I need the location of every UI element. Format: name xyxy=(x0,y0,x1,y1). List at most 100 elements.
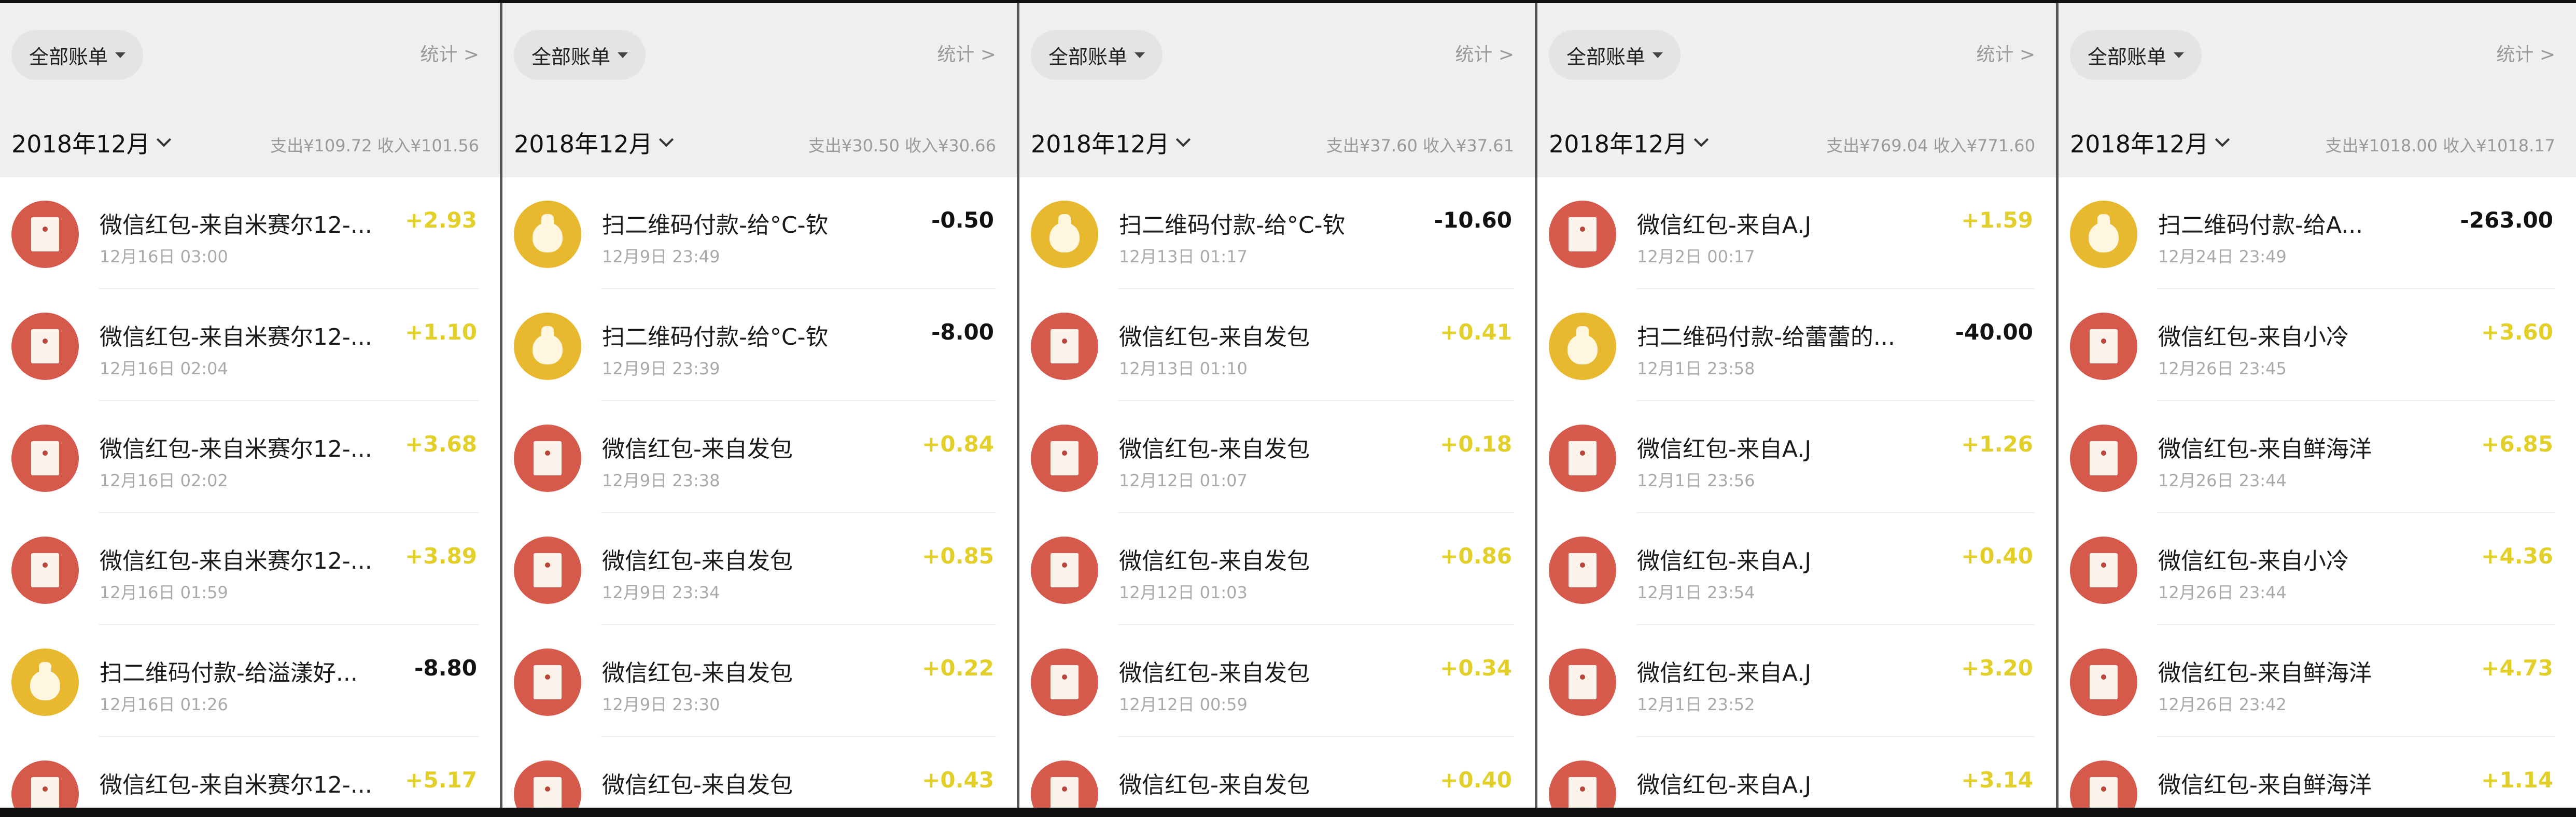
transaction-row[interactable]: 微信红包-来自发包 12月9日 23:30 +0.22 xyxy=(502,625,1017,737)
red-envelope-icon xyxy=(514,760,581,808)
transaction-list: 扫二维码付款-给°C-钦 12月13日 01:17 -10.60 微信红包-来自发包 1… xyxy=(1019,177,1535,808)
transaction-row[interactable]: 扫二维码付款-给蕾蕾的... 12月1日 23:58 -40.00 xyxy=(1537,289,2056,401)
transaction-amount: +3.20 xyxy=(1961,655,2033,681)
month-picker[interactable]: 2018年12月 xyxy=(11,125,171,160)
transaction-amount: -40.00 xyxy=(1955,319,2033,345)
month-summary: 支出¥109.72 收入¥101.56 xyxy=(270,136,479,156)
transaction-title: 微信红包-来自A.J xyxy=(1637,436,1812,462)
stats-link[interactable]: 统计 > xyxy=(1976,44,2035,65)
transaction-row[interactable]: 微信红包-来自小冷 12月26日 23:45 +3.60 xyxy=(2059,289,2576,401)
transaction-row[interactable]: 微信红包-来自米赛尔12-... 12月16日 01:59 +3.89 xyxy=(0,513,500,625)
transaction-title: 微信红包-来自A.J xyxy=(1637,212,1812,238)
filter-dropdown[interactable]: 全部账单 xyxy=(11,30,144,80)
transaction-row[interactable]: 微信红包-来自鲜海洋 12月26日 23:42 +4.73 xyxy=(2059,625,2576,737)
stats-link[interactable]: 统计 > xyxy=(420,44,479,65)
month-summary: 支出¥1018.00 收入¥1018.17 xyxy=(2325,136,2555,156)
transaction-list: 扫二维码付款-给°C-钦 12月9日 23:49 -0.50 扫二维码付款-给°C-钦… xyxy=(502,177,1017,808)
transaction-title: 微信红包-来自A.J xyxy=(1637,548,1812,574)
transaction-title: 微信红包-来自发包 xyxy=(1119,772,1310,798)
transaction-amount: +1.26 xyxy=(1961,431,2033,457)
transaction-date: 12月26日 23:42 xyxy=(2158,695,2287,714)
transaction-row[interactable]: 微信红包-来自发包 12月12日 00:59 +0.34 xyxy=(1019,625,1535,737)
transaction-date: 12月9日 23:49 xyxy=(602,247,720,266)
month-picker[interactable]: 2018年12月 xyxy=(514,125,674,160)
month-label: 2018年12月 xyxy=(11,130,150,158)
transaction-date: 12月9日 23:30 xyxy=(602,695,720,714)
filter-dropdown[interactable]: 全部账单 xyxy=(1549,30,1681,80)
month-picker[interactable]: 2018年12月 xyxy=(1549,125,1709,160)
stats-link[interactable]: 统计 > xyxy=(1455,44,1514,65)
red-envelope-icon xyxy=(11,313,79,380)
red-envelope-icon xyxy=(514,649,581,716)
filter-label: 全部账单 xyxy=(29,45,108,68)
caret-down-icon xyxy=(115,52,126,58)
transaction-row[interactable]: 扫二维码付款-给°C-钦 12月13日 01:17 -10.60 xyxy=(1019,177,1535,289)
transaction-row[interactable]: 微信红包-来自鲜海洋 +1.14 xyxy=(2059,737,2576,808)
chevron-down-icon xyxy=(156,132,171,147)
transaction-amount: -10.60 xyxy=(1434,207,1512,233)
red-envelope-icon xyxy=(11,201,79,268)
transaction-title: 微信红包-来自发包 xyxy=(602,772,793,798)
transaction-row[interactable]: 微信红包-来自小冷 12月26日 23:44 +4.36 xyxy=(2059,513,2576,625)
filter-dropdown[interactable]: 全部账单 xyxy=(2070,30,2202,80)
filter-dropdown[interactable]: 全部账单 xyxy=(514,30,646,80)
transaction-date: 12月9日 23:39 xyxy=(602,359,720,378)
transaction-row[interactable]: 扫二维码付款-给°C-钦 12月9日 23:39 -8.00 xyxy=(502,289,1017,401)
transaction-amount: +4.36 xyxy=(2481,543,2553,569)
transaction-row[interactable]: 微信红包-来自发包 +0.40 xyxy=(1019,737,1535,808)
caret-down-icon xyxy=(618,52,628,58)
bill-panel: 全部账单 统计 > 2018年12月 支出¥769.04 收入¥771.60 微信红包-… xyxy=(1537,3,2059,808)
month-summary: 支出¥30.50 收入¥30.66 xyxy=(808,136,996,156)
red-envelope-icon xyxy=(2070,537,2137,604)
transaction-amount: -263.00 xyxy=(2460,207,2553,233)
transaction-title: 扫二维码付款-给°C-钦 xyxy=(602,212,829,238)
transaction-title: 微信红包-来自米赛尔12-... xyxy=(100,772,372,798)
red-envelope-icon xyxy=(1031,537,1098,604)
transaction-row[interactable]: 扫二维码付款-给溢漾好... 12月16日 01:26 -8.80 xyxy=(0,625,500,737)
transaction-amount: +3.89 xyxy=(405,543,477,569)
bill-screens: 全部账单 统计 > 2018年12月 支出¥109.72 收入¥101.56 微信红包-… xyxy=(0,3,2576,808)
filter-dropdown[interactable]: 全部账单 xyxy=(1031,30,1163,80)
transaction-row[interactable]: 微信红包-来自米赛尔12-... 12月16日 03:00 +2.93 xyxy=(0,177,500,289)
transaction-list: 微信红包-来自A.J 12月2日 00:17 +1.59 扫二维码付款-给蕾蕾的...… xyxy=(1537,177,2056,808)
transaction-row[interactable]: 扫二维码付款-给°C-钦 12月9日 23:49 -0.50 xyxy=(502,177,1017,289)
transaction-row[interactable]: 微信红包-来自A.J 12月1日 23:56 +1.26 xyxy=(1537,401,2056,513)
transaction-row[interactable]: 微信红包-来自A.J 12月1日 23:52 +3.20 xyxy=(1537,625,2056,737)
transaction-amount: -8.00 xyxy=(931,319,994,345)
caret-down-icon xyxy=(2174,52,2185,58)
transaction-row[interactable]: 微信红包-来自鲜海洋 12月26日 23:44 +6.85 xyxy=(2059,401,2576,513)
month-picker[interactable]: 2018年12月 xyxy=(2070,125,2230,160)
transaction-date: 12月12日 00:59 xyxy=(1119,695,1248,714)
transaction-title: 微信红包-来自小冷 xyxy=(2158,548,2349,574)
transaction-date: 12月12日 01:03 xyxy=(1119,583,1248,602)
transaction-row[interactable]: 微信红包-来自A.J 12月2日 00:17 +1.59 xyxy=(1537,177,2056,289)
transaction-amount: +1.10 xyxy=(405,319,477,345)
transaction-row[interactable]: 微信红包-来自米赛尔12-... 12月16日 02:04 +1.10 xyxy=(0,289,500,401)
transaction-row[interactable]: 微信红包-来自发包 12月12日 01:03 +0.86 xyxy=(1019,513,1535,625)
transaction-row[interactable]: 微信红包-来自发包 12月13日 01:10 +0.41 xyxy=(1019,289,1535,401)
transaction-row[interactable]: 微信红包-来自米赛尔12-... 12月16日 02:02 +3.68 xyxy=(0,401,500,513)
red-envelope-icon xyxy=(1031,649,1098,716)
filter-label: 全部账单 xyxy=(1048,45,1128,68)
chevron-down-icon xyxy=(1693,132,1709,147)
money-bag-icon xyxy=(514,313,581,380)
transaction-row[interactable]: 微信红包-来自发包 12月9日 23:34 +0.85 xyxy=(502,513,1017,625)
bill-header: 全部账单 统计 > 2018年12月 支出¥30.50 收入¥30.66 xyxy=(502,3,1017,177)
transaction-date: 12月24日 23:49 xyxy=(2158,247,2287,266)
transaction-date: 12月1日 23:54 xyxy=(1637,583,1755,602)
transaction-amount: +0.43 xyxy=(922,767,994,793)
transaction-row[interactable]: 微信红包-来自发包 12月12日 01:07 +0.18 xyxy=(1019,401,1535,513)
transaction-row[interactable]: 扫二维码付款-给A... 12月24日 23:49 -263.00 xyxy=(2059,177,2576,289)
stats-link[interactable]: 统计 > xyxy=(2496,44,2555,65)
transaction-row[interactable]: 微信红包-来自米赛尔12-... +5.17 xyxy=(0,737,500,808)
stats-link[interactable]: 统计 > xyxy=(937,44,996,65)
transaction-row[interactable]: 微信红包-来自发包 12月9日 23:38 +0.84 xyxy=(502,401,1017,513)
month-picker[interactable]: 2018年12月 xyxy=(1031,125,1191,160)
transaction-row[interactable]: 微信红包-来自A.J +3.14 xyxy=(1537,737,2056,808)
transaction-amount: +1.14 xyxy=(2481,767,2553,793)
transaction-row[interactable]: 微信红包-来自A.J 12月1日 23:54 +0.40 xyxy=(1537,513,2056,625)
transaction-row[interactable]: 微信红包-来自发包 +0.43 xyxy=(502,737,1017,808)
transaction-amount: +4.73 xyxy=(2481,655,2553,681)
red-envelope-icon xyxy=(1549,201,1616,268)
transaction-title: 微信红包-来自A.J xyxy=(1637,660,1812,686)
